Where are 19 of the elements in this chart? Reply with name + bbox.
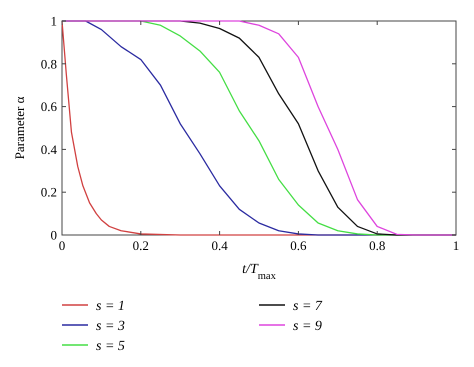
legend-label: s = 3 <box>96 319 125 334</box>
y-tick-label: 0.4 <box>40 142 58 157</box>
legend-label: s = 1 <box>96 299 125 314</box>
x-tick-label: 0.8 <box>369 238 386 253</box>
y-tick-label: 0 <box>50 228 57 242</box>
y-axis-title: Parameter α <box>12 96 27 160</box>
y-tick-label: 0.2 <box>40 184 57 200</box>
legend-label: s = 9 <box>293 319 322 334</box>
legend-label: s = 7 <box>293 299 323 314</box>
x-axis-title: t/T$_{max}$ <box>242 262 277 282</box>
x-tick-label: 0.4 <box>211 238 228 253</box>
y-tick-label: 1 <box>50 14 57 28</box>
line-series <box>61 20 457 236</box>
x-tick-label: 1 <box>452 238 460 253</box>
legend-label: s = 5 <box>96 339 125 354</box>
x-tick-label: 0.6 <box>290 238 308 253</box>
y-tick-label: 0.8 <box>40 56 57 72</box>
x-tick-label: 0.2 <box>132 238 149 253</box>
y-tick-label: 0.6 <box>40 99 58 114</box>
